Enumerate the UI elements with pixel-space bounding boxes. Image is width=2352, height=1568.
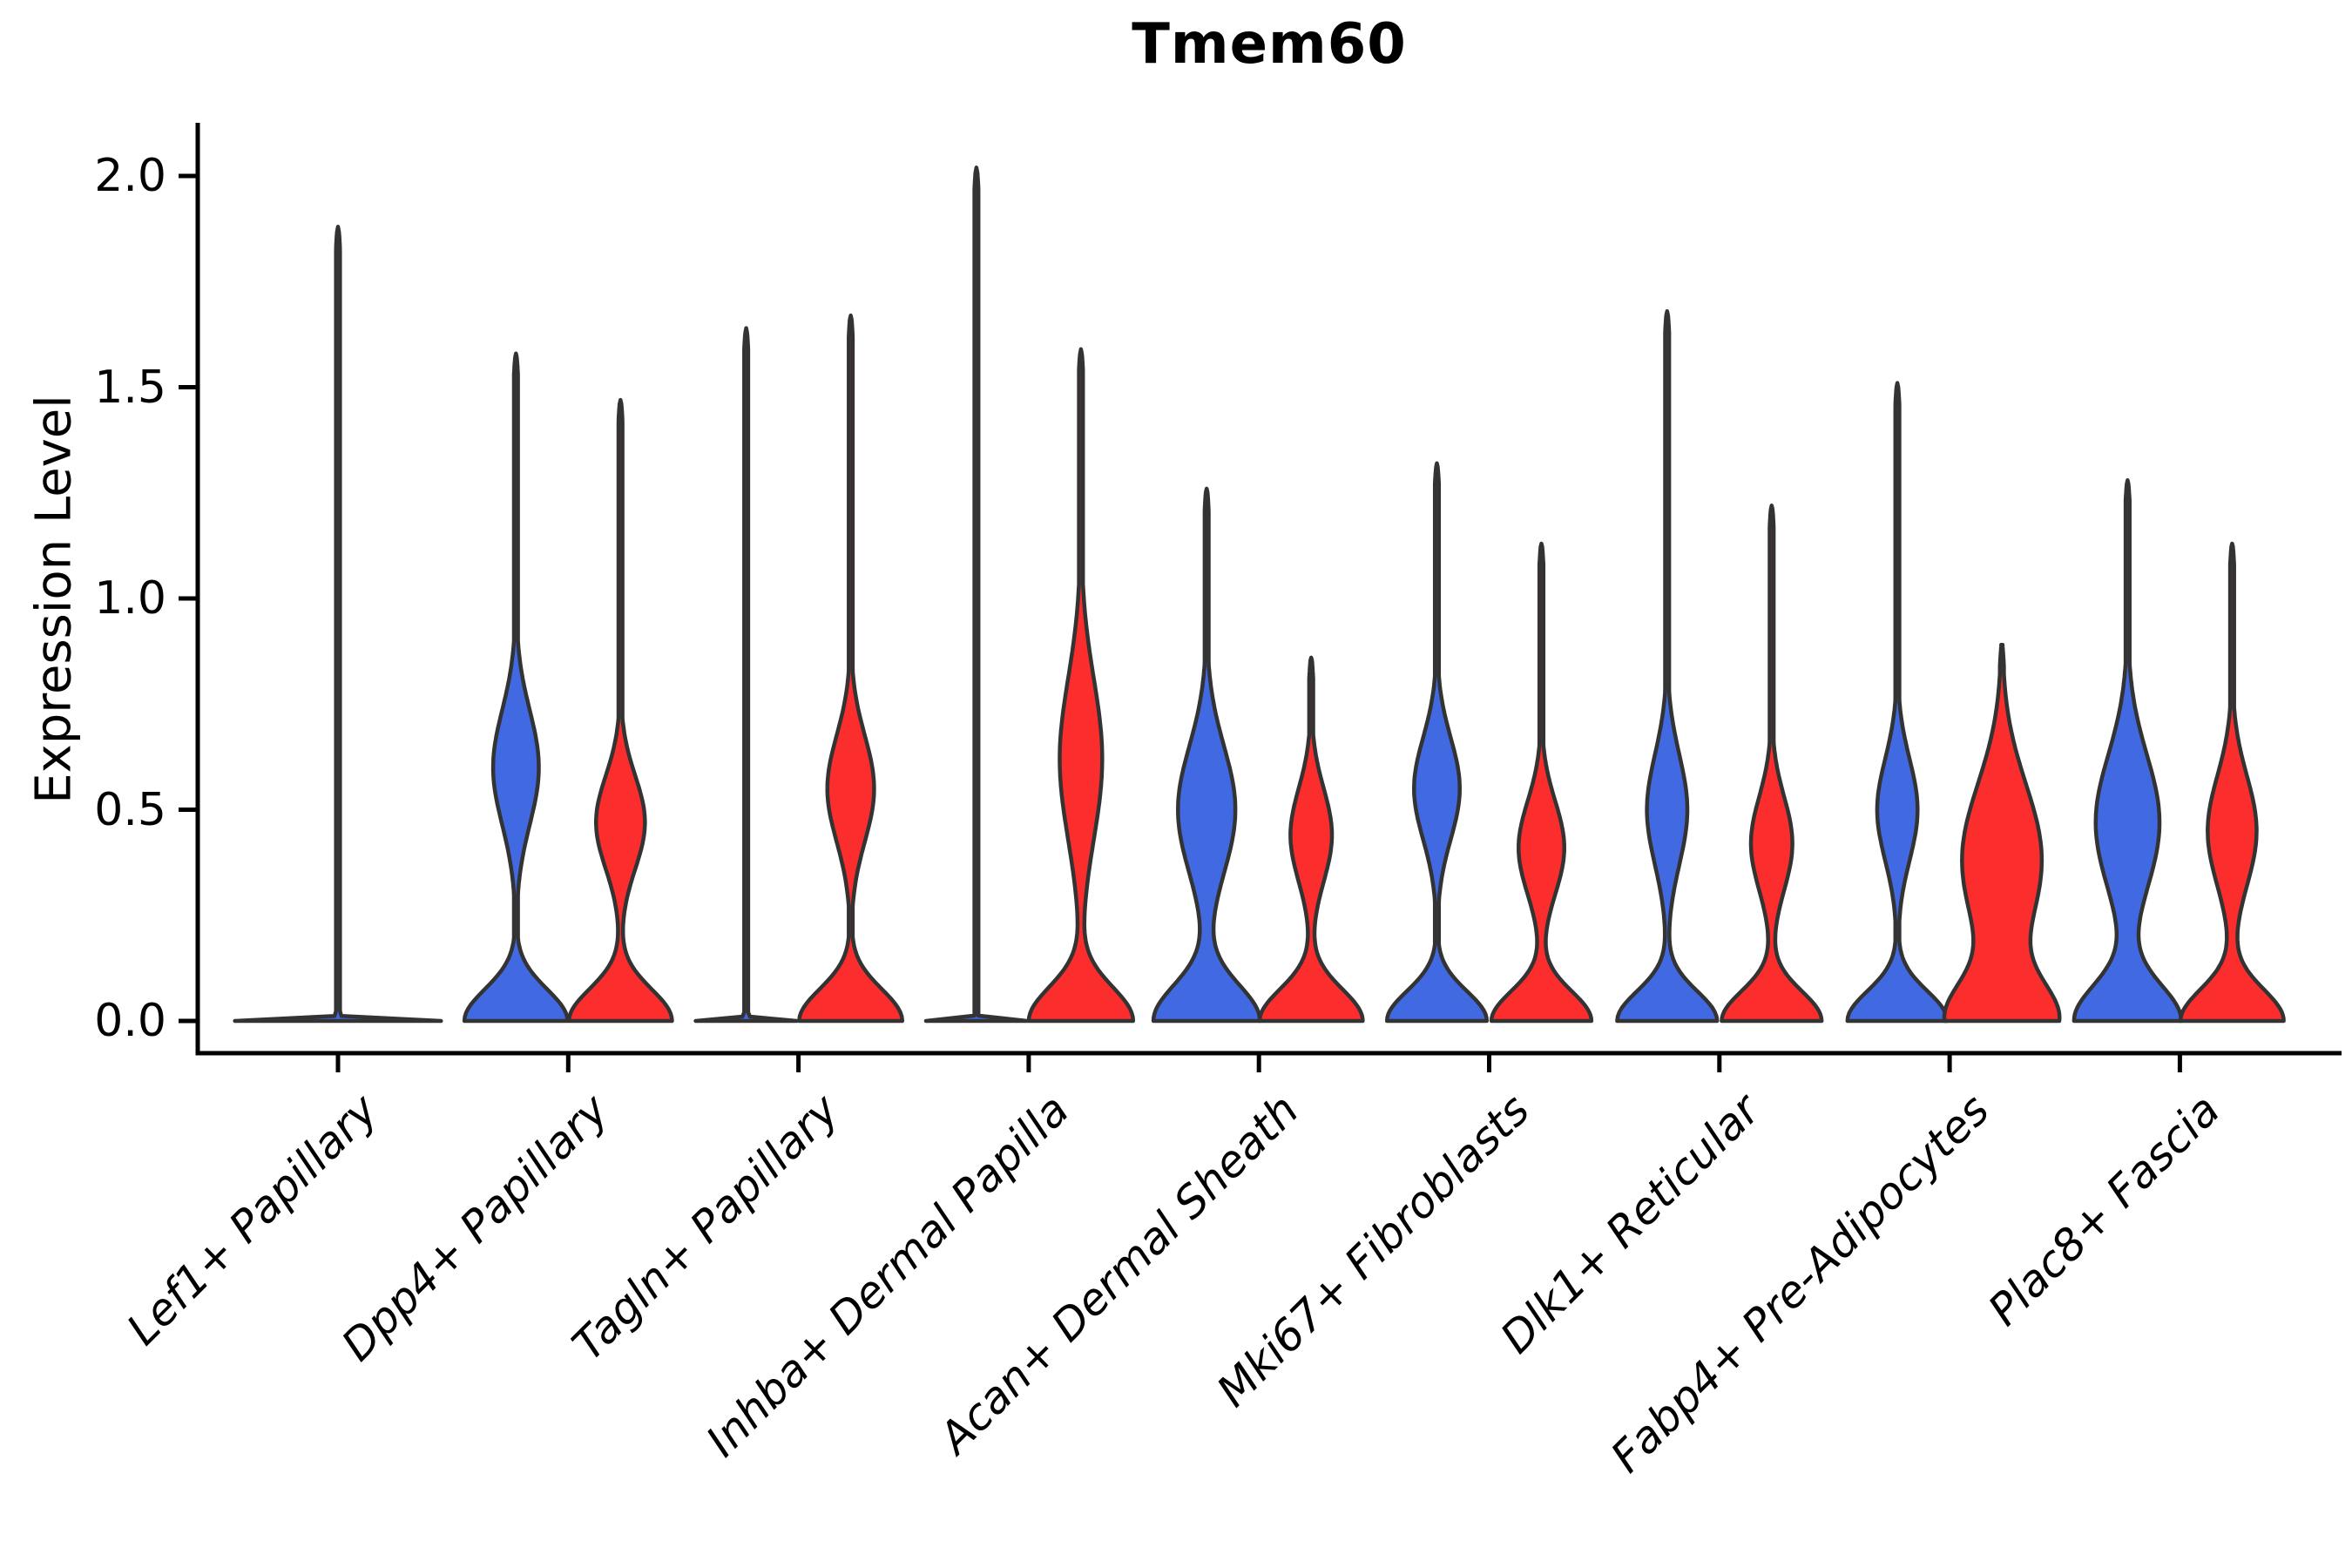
violin-blue <box>693 326 799 1024</box>
y-tick-label: 1.5 <box>94 361 166 414</box>
violin-red <box>1026 347 1136 1024</box>
violin-blue <box>462 351 570 1024</box>
violin-blue <box>1151 486 1262 1024</box>
y-tick-label: 2.0 <box>94 150 166 202</box>
violin-blue <box>2072 477 2184 1024</box>
violin-red <box>1489 541 1594 1024</box>
violin-blue <box>233 224 443 1024</box>
violin-red <box>566 397 674 1024</box>
violin-red <box>1257 655 1365 1024</box>
violin-red <box>1942 643 2062 1024</box>
violin-red <box>2178 541 2286 1024</box>
plot-title: Tmem60 <box>1132 12 1407 77</box>
violin-blue <box>923 166 1030 1024</box>
y-tick-label: 1.0 <box>94 572 166 625</box>
violin-red <box>1720 504 1824 1024</box>
violin-blue <box>1615 308 1720 1024</box>
violin-red <box>797 313 905 1024</box>
violin-blue <box>1384 461 1490 1024</box>
y-tick-label: 0.5 <box>94 783 166 836</box>
y-tick-label: 0.0 <box>94 995 166 1047</box>
violin-blue <box>1845 381 1950 1024</box>
